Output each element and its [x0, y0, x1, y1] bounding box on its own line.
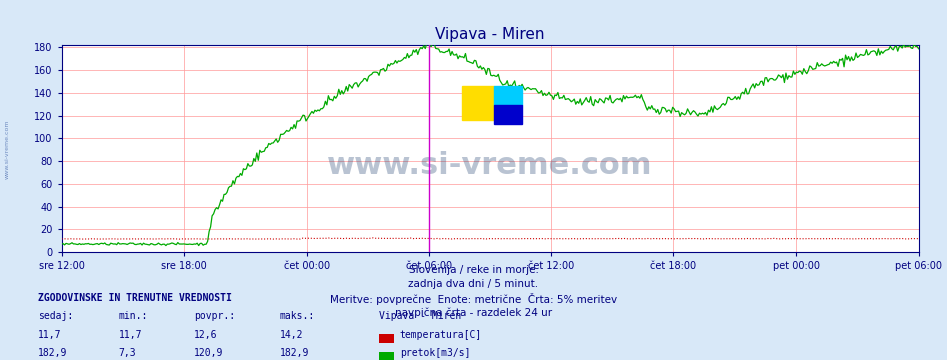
Text: 182,9: 182,9 [38, 348, 67, 359]
Text: min.:: min.: [118, 311, 148, 321]
Text: 182,9: 182,9 [279, 348, 309, 359]
Bar [494, 86, 522, 105]
Text: 7,3: 7,3 [118, 348, 136, 359]
Text: Meritve: povprečne  Enote: metrične  Črta: 5% meritev: Meritve: povprečne Enote: metrične Črta:… [330, 293, 617, 305]
Text: 11,7: 11,7 [118, 330, 142, 341]
Title: Vipava - Miren: Vipava - Miren [436, 27, 545, 42]
Text: zadnja dva dni / 5 minut.: zadnja dva dni / 5 minut. [408, 279, 539, 289]
Text: temperatura[C]: temperatura[C] [400, 330, 482, 341]
Text: ZGODOVINSKE IN TRENUTNE VREDNOSTI: ZGODOVINSKE IN TRENUTNE VREDNOSTI [38, 293, 232, 303]
Text: sedaj:: sedaj: [38, 311, 73, 321]
Text: Vipava - Miren: Vipava - Miren [379, 311, 461, 321]
Bar [494, 105, 522, 123]
Text: maks.:: maks.: [279, 311, 314, 321]
Text: 11,7: 11,7 [38, 330, 62, 341]
Text: povpr.:: povpr.: [194, 311, 235, 321]
Text: Slovenija / reke in morje.: Slovenija / reke in morje. [408, 265, 539, 275]
Text: www.si-vreme.com: www.si-vreme.com [5, 120, 10, 179]
Text: pretok[m3/s]: pretok[m3/s] [400, 348, 470, 359]
Text: 120,9: 120,9 [194, 348, 223, 359]
Text: www.si-vreme.com: www.si-vreme.com [328, 150, 652, 180]
Text: 14,2: 14,2 [279, 330, 303, 341]
Text: 12,6: 12,6 [194, 330, 218, 341]
Text: navpična črta - razdelek 24 ur: navpična črta - razdelek 24 ur [395, 308, 552, 318]
Bar [462, 86, 494, 120]
